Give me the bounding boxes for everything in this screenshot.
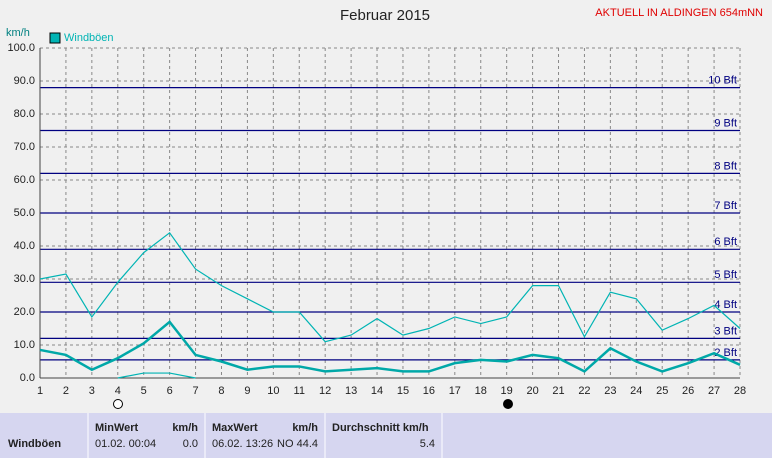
x-tick-label: 23 bbox=[604, 385, 616, 397]
beaufort-label: 4 Bft bbox=[714, 299, 737, 311]
beaufort-label: 8 Bft bbox=[714, 160, 737, 172]
x-tick-label: 18 bbox=[475, 385, 487, 397]
y-tick-label: 20.0 bbox=[14, 306, 35, 318]
moon-icon bbox=[113, 399, 123, 409]
x-tick-label: 5 bbox=[141, 385, 147, 397]
x-tick-label: 27 bbox=[708, 385, 720, 397]
y-tick-label: 60.0 bbox=[14, 174, 35, 186]
col-header: MinWert bbox=[95, 422, 139, 434]
y-tick-label: 80.0 bbox=[14, 108, 35, 120]
x-tick-label: 3 bbox=[89, 385, 95, 397]
x-tick-label: 19 bbox=[501, 385, 513, 397]
y-tick-label: 30.0 bbox=[14, 273, 35, 285]
x-tick-label: 28 bbox=[734, 385, 746, 397]
beaufort-label: 2 Bft bbox=[714, 347, 737, 359]
col-unit: km/h bbox=[292, 422, 318, 434]
cell: 01.02. 00:04 bbox=[95, 438, 156, 450]
series-line bbox=[39, 231, 741, 343]
x-tick-label: 8 bbox=[218, 385, 224, 397]
col-header: Durchschnitt km/h bbox=[332, 422, 429, 434]
x-tick-label: 20 bbox=[526, 385, 538, 397]
x-tick-label: 4 bbox=[115, 385, 121, 397]
y-tick-label: 50.0 bbox=[14, 207, 35, 219]
cell: NO bbox=[277, 438, 294, 450]
x-tick-label: 22 bbox=[578, 385, 590, 397]
x-tick-label: 6 bbox=[167, 385, 173, 397]
y-tick-label: 10.0 bbox=[14, 339, 35, 351]
series-line bbox=[39, 320, 741, 373]
stats-table: Windböen MinWert km/h 01.02. 00:04 0.0 M… bbox=[0, 413, 772, 458]
cell: 06.02. 13:26 bbox=[212, 438, 273, 450]
y-tick-label: 40.0 bbox=[14, 240, 35, 252]
beaufort-label: 10 Bft bbox=[708, 75, 737, 87]
beaufort-label: 3 Bft bbox=[714, 325, 737, 337]
y-tick-label: 90.0 bbox=[14, 75, 35, 87]
beaufort-label: 5 Bft bbox=[714, 269, 737, 281]
x-tick-label: 12 bbox=[319, 385, 331, 397]
y-tick-label: 100.0 bbox=[7, 42, 35, 54]
cell: 0.0 bbox=[183, 438, 198, 450]
row-label: Windböen bbox=[8, 438, 61, 450]
chart-title: Februar 2015 bbox=[340, 7, 430, 24]
moon-icon bbox=[503, 399, 513, 409]
x-tick-label: 11 bbox=[294, 385, 305, 397]
subtitle: AKTUELL IN ALDINGEN 654mNN bbox=[595, 7, 763, 19]
x-tick-label: 16 bbox=[423, 385, 435, 397]
legend: Windböen bbox=[49, 32, 114, 44]
beaufort-label: 9 Bft bbox=[714, 117, 737, 129]
legend-swatch bbox=[49, 32, 61, 44]
col-unit: km/h bbox=[172, 422, 198, 434]
x-tick-label: 9 bbox=[244, 385, 250, 397]
x-tick-label: 21 bbox=[552, 385, 564, 397]
beaufort-label: 6 Bft bbox=[714, 236, 737, 248]
x-tick-label: 13 bbox=[345, 385, 357, 397]
y-tick-label: 0.0 bbox=[20, 372, 35, 384]
plot: 0.0 10.0 20.0 30.0 40.0 50.0 60.0 70.0 80.0 90.0 1… bbox=[7, 42, 746, 397]
cell: 44.4 bbox=[297, 438, 318, 450]
x-tick-label: 10 bbox=[267, 385, 279, 397]
x-tick-label: 24 bbox=[630, 385, 642, 397]
col-header: MaxWert bbox=[212, 422, 258, 434]
cell: 5.4 bbox=[420, 438, 435, 450]
table-bg bbox=[0, 413, 772, 458]
y-tick-label: 70.0 bbox=[14, 141, 35, 153]
x-tick-label: 25 bbox=[656, 385, 668, 397]
x-tick-label: 17 bbox=[449, 385, 461, 397]
x-tick-label: 14 bbox=[371, 385, 383, 397]
beaufort-label: 7 Bft bbox=[714, 200, 737, 212]
y-axis-label: km/h bbox=[6, 27, 30, 39]
legend-label: Windböen bbox=[64, 32, 114, 44]
x-tick-label: 15 bbox=[397, 385, 409, 397]
x-tick-label: 2 bbox=[63, 385, 69, 397]
x-tick-label: 7 bbox=[192, 385, 198, 397]
x-tick-label: 26 bbox=[682, 385, 694, 397]
series-line bbox=[117, 372, 196, 379]
x-tick-label: 1 bbox=[37, 385, 43, 397]
